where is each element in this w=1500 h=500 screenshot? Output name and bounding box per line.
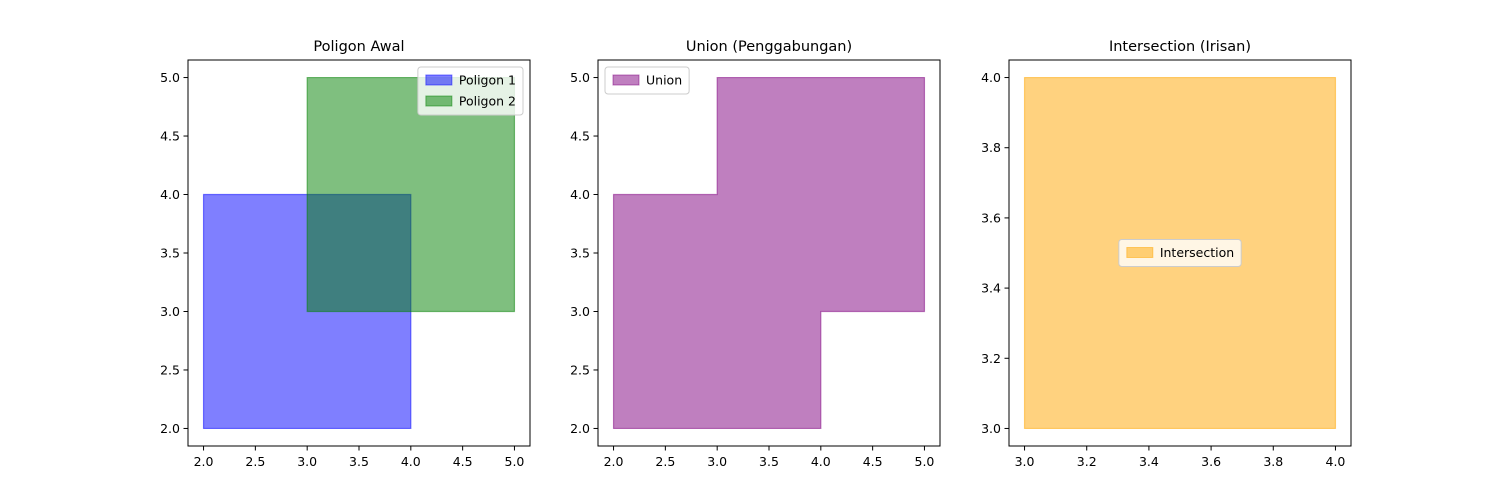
y-tick-label: 3.5 [570, 246, 590, 261]
y-tick-label: 4.0 [570, 187, 590, 202]
x-tick-label: 5.0 [505, 454, 525, 469]
y-tick-label: 2.5 [570, 362, 590, 377]
y-tick-label: 4.5 [160, 129, 180, 144]
y-tick-label: 2.5 [160, 362, 180, 377]
chart-panel-2: 2.0 2.5 3.0 3.5 4.0 4.5 5.0 2.0 2.5 3.0 3.5 4.0 4.5 5… [570, 39, 941, 469]
legend-swatch [425, 74, 453, 86]
legend-swatch [612, 74, 640, 86]
y-tick-label: 3.0 [160, 304, 180, 319]
x-tick-label: 2.0 [194, 454, 214, 469]
y-tick-label: 3.0 [981, 421, 1001, 436]
legend-label: Poligon 1 [459, 73, 516, 88]
legend: Poligon 1 Poligon 2 [417, 66, 524, 116]
y-tick-label: 2.0 [160, 421, 180, 436]
legend: Union [604, 66, 690, 95]
legend-box [1118, 239, 1242, 267]
legend-label: Intersection [1160, 245, 1234, 260]
y-tick-label: 3.4 [981, 281, 1001, 296]
x-tick-label: 2.5 [245, 454, 265, 469]
axes-frame [1008, 59, 1352, 447]
x-tick-label: 3.5 [349, 454, 369, 469]
polygon-union [612, 76, 926, 430]
chart-panel-3: 3.0 3.2 3.4 3.6 3.8 4.0 3.0 3.2 3.4 3.6 3.8 4.0 Inte… [981, 39, 1352, 469]
x-tick-label: 3.0 [297, 454, 317, 469]
x-tick-label: 2.5 [655, 454, 675, 469]
y-tick-label: 4.0 [160, 187, 180, 202]
chart-title: Poligon Awal [313, 39, 404, 55]
x-tick-label: 3.4 [1139, 454, 1159, 469]
x-tick-label: 3.0 [707, 454, 727, 469]
x-tick-label: 3.8 [1263, 454, 1283, 469]
x-tick-label: 3.0 [1015, 454, 1035, 469]
x-tick-label: 4.0 [401, 454, 421, 469]
y-tick-label: 3.8 [981, 140, 1001, 155]
x-tick-label: 4.5 [863, 454, 883, 469]
y-tick-label: 4.0 [981, 70, 1001, 85]
y-tick-label: 3.6 [981, 210, 1001, 225]
y-tick-label: 3.2 [981, 351, 1001, 366]
x-tick-label: 5.0 [915, 454, 935, 469]
x-tick-label: 4.5 [453, 454, 473, 469]
x-tick-label: 4.0 [811, 454, 831, 469]
legend: Intersection [1118, 239, 1242, 267]
legend-label: Poligon 2 [459, 94, 516, 109]
x-tick-label: 2.0 [604, 454, 624, 469]
y-tick-label: 3.5 [160, 246, 180, 261]
y-tick-label: 2.0 [570, 421, 590, 436]
legend-box [604, 66, 690, 95]
y-tick-label: 3.0 [570, 304, 590, 319]
x-tick-label: 3.6 [1201, 454, 1221, 469]
x-tick-label: 3.2 [1077, 454, 1097, 469]
panels: 2.0 2.5 3.0 3.5 4.0 4.5 5.0 2.0 2.5 3.0 3.5 4.0 4.5 5… [160, 39, 1352, 469]
legend-swatch [425, 95, 453, 107]
chart-panel-1: 2.0 2.5 3.0 3.5 4.0 4.5 5.0 2.0 2.5 3.0 3.5 4.0 4.5 5… [160, 39, 531, 469]
x-tick-label: 3.5 [759, 454, 779, 469]
chart-title: Intersection (Irisan) [1109, 39, 1251, 55]
legend-swatch [1126, 247, 1154, 258]
chart-title: Union (Penggabungan) [686, 39, 852, 55]
legend-label: Union [646, 73, 682, 88]
y-tick-label: 5.0 [570, 70, 590, 85]
x-tick-label: 4.0 [1326, 454, 1346, 469]
y-tick-label: 5.0 [160, 70, 180, 85]
y-tick-label: 4.5 [570, 129, 590, 144]
